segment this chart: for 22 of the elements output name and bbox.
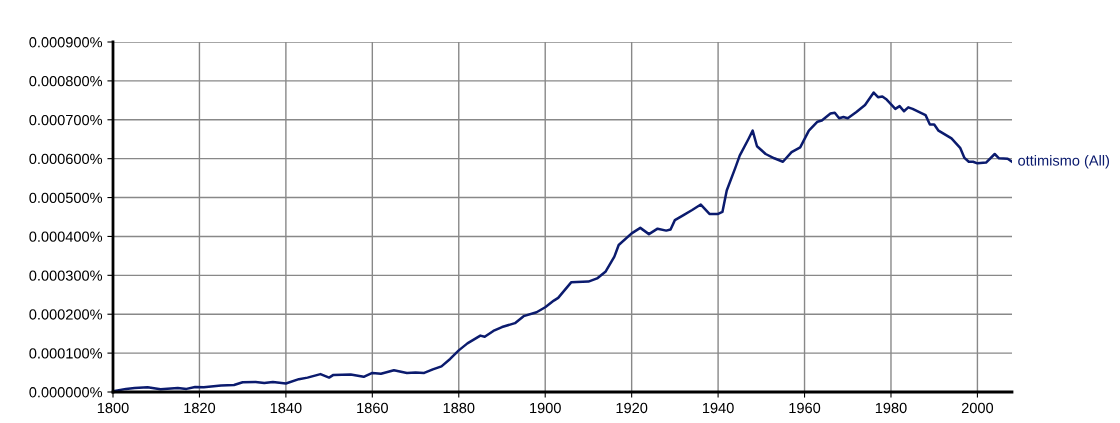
- y-tick-label: 0.000800%: [29, 75, 103, 87]
- x-tick-label: 1860: [357, 402, 388, 414]
- x-tick-label: 1940: [702, 402, 734, 414]
- x-tick-label: 1980: [875, 402, 907, 414]
- y-tick-label: 0.000600%: [29, 153, 103, 165]
- x-tick-label: 1840: [270, 402, 302, 414]
- x-tick-label: 1820: [184, 402, 216, 414]
- y-tick-label: 0.000200%: [29, 309, 103, 320]
- x-tick-label: 1920: [616, 402, 648, 414]
- y-tick-label: 0.000900%: [29, 37, 103, 48]
- y-tick-label: 0.000300%: [29, 270, 103, 281]
- x-tick-label: 1880: [443, 402, 475, 414]
- y-tick-label: 0.000400%: [29, 231, 103, 242]
- series-label: ottimismo (All): [1018, 154, 1110, 169]
- y-tick-label: 0.000100%: [29, 348, 103, 359]
- y-tick-label: 0.000000%: [29, 387, 103, 398]
- x-tick-label: 2000: [961, 402, 994, 414]
- y-tick-label: 0.000700%: [29, 114, 103, 126]
- x-tick-label: 1960: [789, 402, 821, 414]
- x-tick-label: 1900: [530, 402, 561, 414]
- x-tick-label: 1800: [97, 402, 129, 414]
- y-tick-label: 0.000500%: [29, 192, 103, 203]
